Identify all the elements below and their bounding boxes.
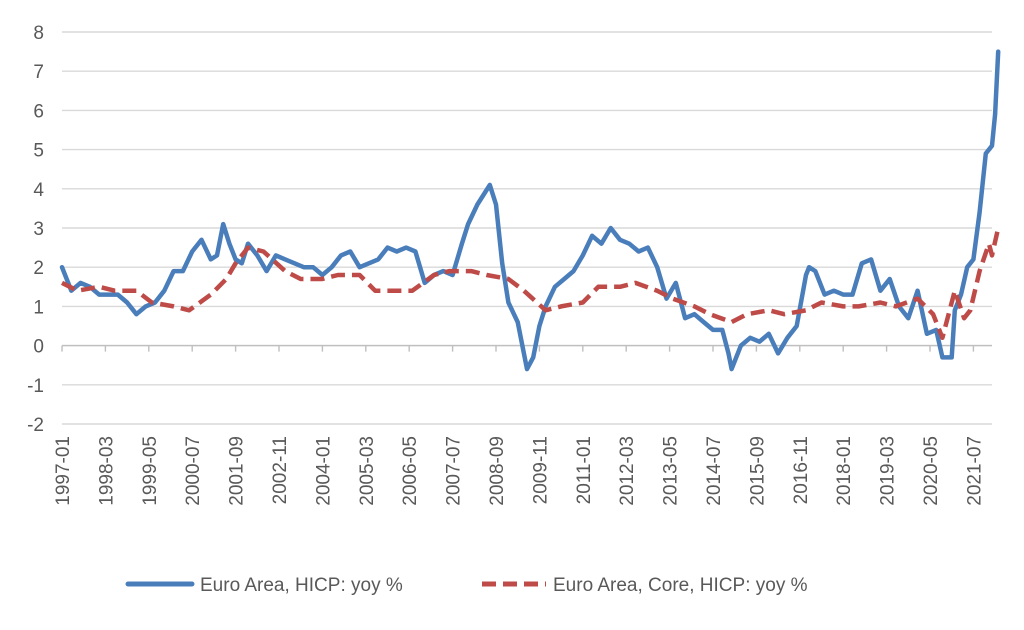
x-tick-label: 2016-11 xyxy=(791,436,812,504)
x-tick-label: 2009-11 xyxy=(530,436,551,504)
x-tick-label: 2018-01 xyxy=(834,436,855,506)
y-tick-label: 7 xyxy=(33,62,44,83)
x-tick-label: 2014-07 xyxy=(704,436,725,506)
y-tick-label: 1 xyxy=(33,297,44,318)
x-tick-label: 2020-05 xyxy=(921,436,942,506)
x-tick-label: 2008-09 xyxy=(487,436,508,506)
x-tick-label: 2002-11 xyxy=(270,436,291,504)
y-tick-label: 3 xyxy=(33,219,44,240)
series-line-core-hicp xyxy=(60,227,1001,341)
y-tick-label: 4 xyxy=(33,180,44,201)
legend-label-core-hicp: Euro Area, Core, HICP: yoy % xyxy=(553,575,808,596)
x-tick-label: 2007-07 xyxy=(444,436,465,506)
x-tick-label: 1997-01 xyxy=(53,436,74,506)
y-tick-label: -2 xyxy=(27,415,44,436)
y-tick-label: 8 xyxy=(33,23,44,44)
x-tick-label: 2006-05 xyxy=(400,436,421,506)
y-tick-label: 0 xyxy=(33,337,44,358)
x-tick-label: 1999-05 xyxy=(140,436,161,506)
gridlines xyxy=(61,31,992,425)
x-axis-tick-labels: 1997-01 1998-03 1999-05 2000-07 2001-09 2002-… xyxy=(53,436,985,506)
x-tick-label: 2004-01 xyxy=(313,436,334,506)
series-lines xyxy=(59,49,1001,372)
y-tick-label: 2 xyxy=(33,258,44,279)
x-tick-label: 2013-05 xyxy=(661,436,682,506)
x-tick-label: 2012-03 xyxy=(617,436,638,506)
y-axis-tick-labels: -2 -1 0 1 2 3 4 5 6 7 8 xyxy=(27,23,44,436)
legend-label-hicp: Euro Area, HICP: yoy % xyxy=(200,575,403,596)
series-line-hicp xyxy=(59,49,1001,372)
x-tick-label: 2021-07 xyxy=(964,436,985,506)
x-tick-label: 2015-09 xyxy=(747,436,768,506)
x-tick-label: 2005-03 xyxy=(357,436,378,506)
y-tick-label: 5 xyxy=(33,141,44,162)
y-tick-label: 6 xyxy=(33,101,44,122)
x-tick-label: 2019-03 xyxy=(878,436,899,506)
x-tick-label: 2001-09 xyxy=(227,436,248,506)
x-tick-label: 2011-01 xyxy=(574,436,595,504)
x-tick-label: 1998-03 xyxy=(96,436,117,506)
y-tick-label: -1 xyxy=(27,376,44,397)
legend: Euro Area, HICP: yoy % Euro Area, Core, … xyxy=(125,575,808,596)
x-tick-label: 2000-07 xyxy=(183,436,204,506)
